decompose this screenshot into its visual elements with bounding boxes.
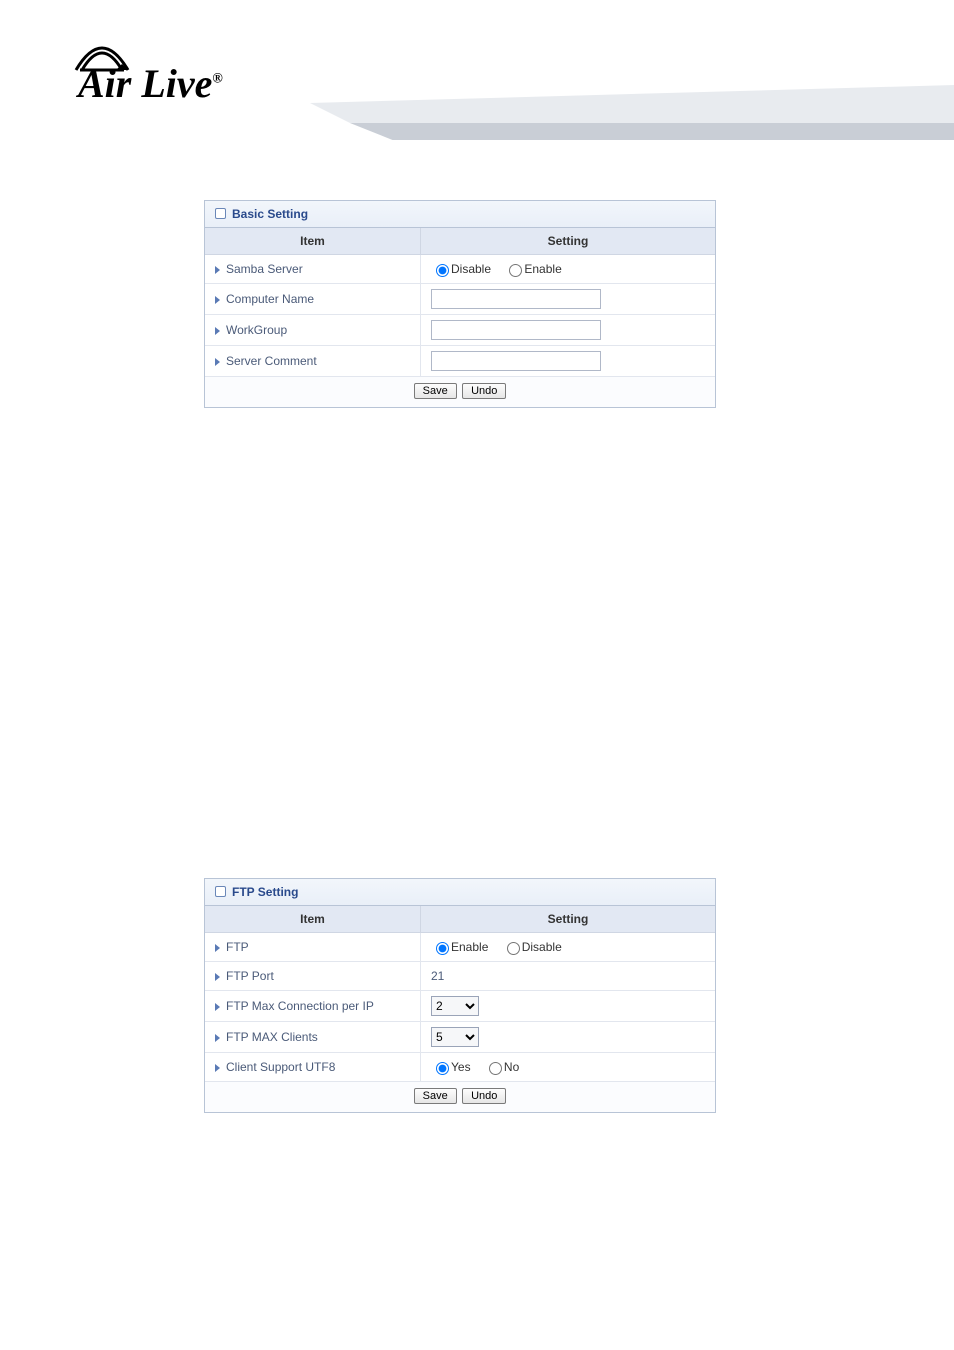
row-ftp-max-per-ip: FTP Max Connection per IP 12345 (205, 991, 715, 1022)
basic-settings-table: Item Setting Samba Server Disable Enable… (205, 228, 715, 376)
radio-label-enable: Enable (524, 262, 561, 276)
logo-text: Air Live® (78, 60, 223, 107)
label-client-utf8: Client Support UTF8 (205, 1053, 421, 1082)
radio-label-yes: Yes (451, 1060, 471, 1074)
basic-title-text: Basic Setting (232, 207, 308, 221)
row-ftp-port: FTP Port 21 (205, 962, 715, 991)
row-client-utf8: Client Support UTF8 Yes No (205, 1053, 715, 1082)
radio-label-disable: Disable (451, 262, 491, 276)
radio-label-enable: Enable (451, 940, 488, 954)
radio-utf8-yes[interactable] (436, 1062, 449, 1075)
basic-setting-panel: Basic Setting Item Setting Samba Server … (204, 200, 716, 408)
ftp-button-row: Save Undo (205, 1081, 715, 1112)
row-workgroup: WorkGroup (205, 315, 715, 346)
radio-label-disable: Disable (522, 940, 562, 954)
ftp-setting-panel: FTP Setting Item Setting FTP Enable Disa… (204, 878, 716, 1113)
triangle-icon (215, 1064, 220, 1072)
label-ftp-port: FTP Port (205, 962, 421, 991)
basic-setting-title: Basic Setting (205, 201, 715, 228)
label-max-clients: FTP MAX Clients (205, 1022, 421, 1053)
header-item: Item (205, 906, 421, 933)
label-workgroup: WorkGroup (205, 315, 421, 346)
setting-samba-server: Disable Enable (421, 255, 716, 284)
radio-samba-disable[interactable] (436, 264, 449, 277)
radio-label-no: No (504, 1060, 519, 1074)
label-ftp: FTP (205, 933, 421, 962)
header-setting: Setting (421, 228, 716, 255)
triangle-icon (215, 296, 220, 304)
input-computer-name[interactable] (431, 289, 601, 309)
row-computer-name: Computer Name (205, 284, 715, 315)
save-button[interactable]: Save (414, 383, 457, 399)
header-swoosh (310, 85, 954, 140)
header-item: Item (205, 228, 421, 255)
header-setting: Setting (421, 906, 716, 933)
save-button[interactable]: Save (414, 1088, 457, 1104)
row-ftp-max-clients: FTP MAX Clients 1234510 (205, 1022, 715, 1053)
radio-ftp-disable[interactable] (507, 942, 520, 955)
radio-utf8-no[interactable] (489, 1062, 502, 1075)
label-server-comment: Server Comment (205, 346, 421, 377)
page-header: Air Live® (0, 0, 954, 140)
triangle-icon (215, 1003, 220, 1011)
select-max-per-ip[interactable]: 12345 (431, 996, 479, 1016)
triangle-icon (215, 358, 220, 366)
brand-reg: ® (212, 72, 222, 87)
panel-bullet-icon (215, 886, 226, 897)
triangle-icon (215, 327, 220, 335)
radio-samba-enable[interactable] (509, 264, 522, 277)
input-server-comment[interactable] (431, 351, 601, 371)
table-header-row: Item Setting (205, 228, 715, 255)
row-ftp: FTP Enable Disable (205, 933, 715, 962)
undo-button[interactable]: Undo (462, 383, 506, 399)
triangle-icon (215, 944, 220, 952)
triangle-icon (215, 973, 220, 981)
ftp-settings-table: Item Setting FTP Enable Disable FTP Port… (205, 906, 715, 1081)
label-samba-server: Samba Server (205, 255, 421, 284)
setting-ftp: Enable Disable (421, 933, 716, 962)
ftp-setting-title: FTP Setting (205, 879, 715, 906)
undo-button[interactable]: Undo (462, 1088, 506, 1104)
select-max-clients[interactable]: 1234510 (431, 1027, 479, 1047)
panel-bullet-icon (215, 208, 226, 219)
row-server-comment: Server Comment (205, 346, 715, 377)
setting-client-utf8: Yes No (421, 1053, 716, 1082)
label-max-per-ip: FTP Max Connection per IP (205, 991, 421, 1022)
row-samba-server: Samba Server Disable Enable (205, 255, 715, 284)
label-computer-name: Computer Name (205, 284, 421, 315)
triangle-icon (215, 1034, 220, 1042)
table-header-row: Item Setting (205, 906, 715, 933)
ftp-title-text: FTP Setting (232, 885, 298, 899)
radio-ftp-enable[interactable] (436, 942, 449, 955)
input-workgroup[interactable] (431, 320, 601, 340)
triangle-icon (215, 266, 220, 274)
value-ftp-port: 21 (431, 969, 444, 983)
brand-name: Air Live (78, 61, 212, 106)
basic-button-row: Save Undo (205, 376, 715, 407)
